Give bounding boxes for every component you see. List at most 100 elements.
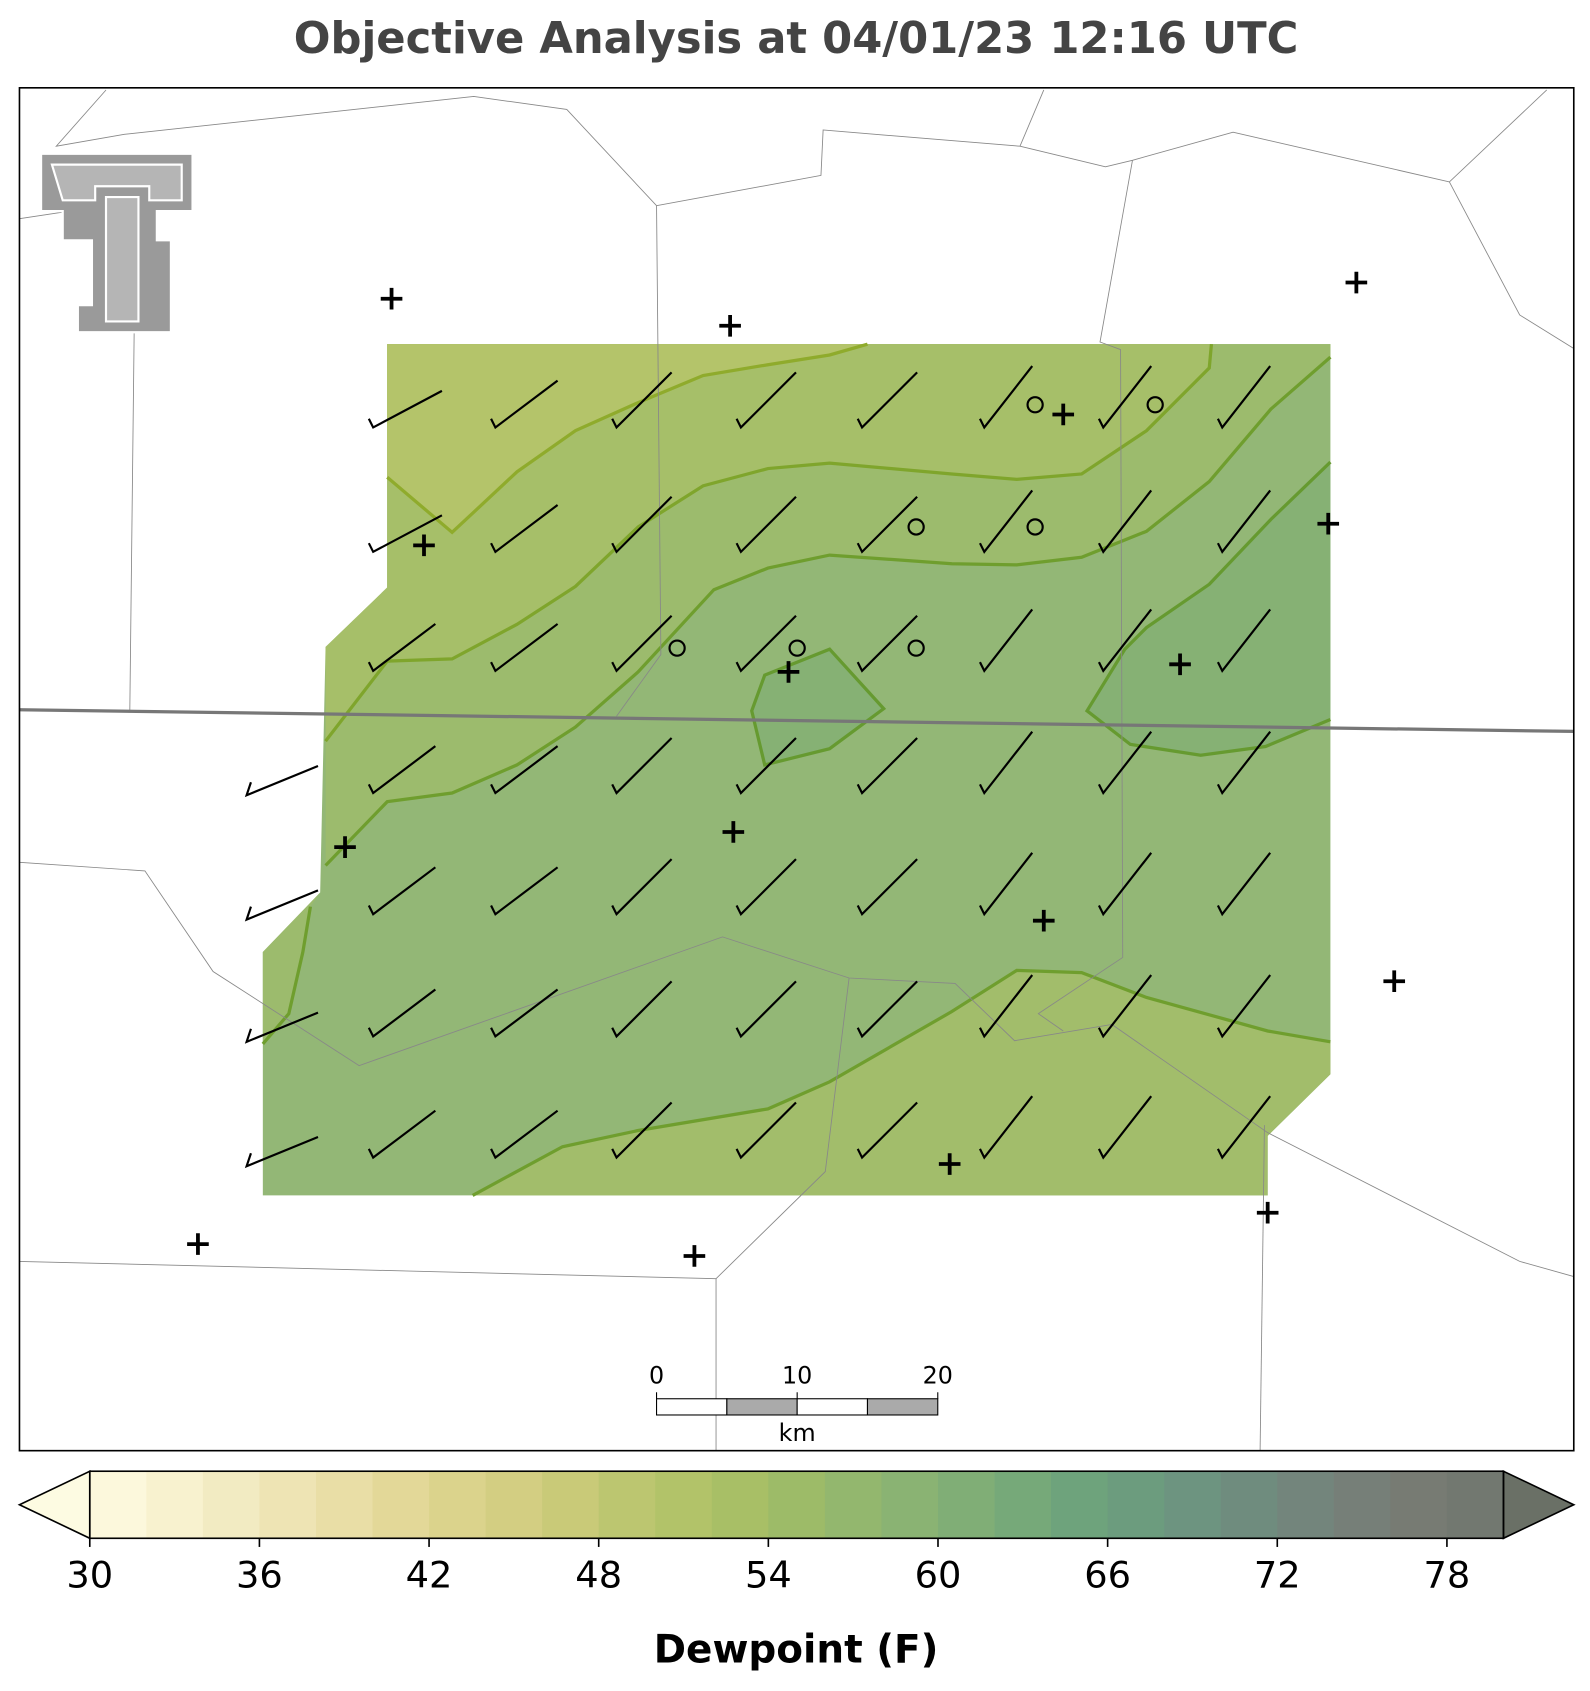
colorbar-bin [1051, 1471, 1109, 1539]
wind-barb [978, 731, 1034, 796]
scale-tick-label: 10 [782, 1362, 812, 1390]
wind-barb [735, 496, 797, 554]
colorbar-bin [711, 1471, 769, 1539]
band [472, 970, 1331, 1196]
colorbar-extend-high [1502, 1469, 1576, 1540]
station-calm [788, 639, 806, 657]
colorbar-tick-label: 66 [1084, 1554, 1131, 1597]
wind-barb [856, 737, 918, 795]
wind-barb [856, 1101, 918, 1160]
colorbar-tick-label: 78 [1424, 1554, 1471, 1597]
contour [386, 342, 868, 535]
wind-barb [611, 737, 673, 795]
wind-barb [490, 988, 559, 1039]
scale-tick-label: 0 [649, 1362, 664, 1390]
county-lines [19, 89, 1575, 1451]
scale-bar: 0 10 20 km [649, 1362, 953, 1447]
station-calm [668, 639, 686, 657]
station-plus [1256, 1201, 1279, 1224]
colorbar-bin [994, 1471, 1052, 1539]
wind-barb [735, 980, 797, 1039]
station-plus [380, 287, 403, 310]
band [387, 344, 868, 533]
wind-barb [490, 504, 559, 554]
wind-barb [490, 745, 559, 795]
station-plus [1383, 970, 1406, 993]
scale-segment [726, 1398, 798, 1416]
colorbar-tick-label: 60 [915, 1554, 962, 1597]
station-plus [683, 1245, 706, 1267]
wind-barb [735, 737, 797, 795]
colorbar-bin [881, 1471, 939, 1539]
wind-barb [1216, 852, 1272, 917]
scale-unit: km [779, 1419, 816, 1447]
state-line [19, 708, 1574, 734]
colorbar-bin [259, 1471, 317, 1539]
station-plus [1345, 271, 1368, 294]
wind-barb [978, 489, 1034, 554]
title: Objective Analysis at 04/01/23 12:16 UTC [294, 14, 1299, 64]
colorbar-extend-low [17, 1469, 91, 1540]
contours [261, 342, 1332, 1197]
station-plus [1169, 653, 1191, 676]
wind-barb [1097, 489, 1153, 554]
colorbar-bin [937, 1471, 996, 1539]
wind-barb [244, 1011, 319, 1044]
wind-barb [1216, 974, 1272, 1039]
station-plus [722, 821, 745, 843]
station-calm [1146, 396, 1164, 414]
wind-barb [1216, 731, 1272, 796]
colorbar-bin [315, 1471, 374, 1539]
colorbar-bin [655, 1471, 713, 1539]
wind-barb [978, 608, 1034, 673]
map [18, 87, 1575, 1452]
colorbar-bin [1390, 1471, 1448, 1539]
wind-barb [367, 988, 437, 1039]
wind-barb [490, 379, 559, 430]
colorbar-bin [768, 1471, 826, 1539]
map-frame [18, 87, 1575, 1452]
wind-barb [367, 866, 437, 916]
wind-barb [611, 496, 673, 554]
band [751, 649, 884, 765]
wind-barb [978, 1095, 1034, 1160]
wind-barb [1216, 365, 1272, 430]
wind-barb [1216, 1095, 1272, 1160]
wind-barb [611, 1101, 673, 1160]
wind-barb [611, 371, 673, 430]
wind-barb [367, 389, 443, 429]
station-plus [1032, 909, 1055, 932]
wind-barb [978, 974, 1034, 1039]
colorbar-bin [1220, 1471, 1278, 1539]
wind-barb [1097, 974, 1153, 1039]
station-plus [413, 534, 435, 557]
colorbar-bin [1277, 1471, 1335, 1539]
wind-barb [490, 623, 559, 673]
wind-barb [1097, 608, 1153, 673]
wind-barb [1216, 608, 1272, 673]
colorbar-bin [598, 1471, 656, 1539]
colorbar-tick-label: 30 [66, 1554, 113, 1597]
wind-barb [367, 623, 437, 673]
wind-barb [1097, 365, 1153, 430]
wind-barb [735, 371, 797, 430]
colorbar-bin [1164, 1471, 1222, 1539]
wind-barb [735, 1101, 797, 1160]
station-plus [1317, 512, 1340, 535]
colorbar-bin [1333, 1471, 1392, 1539]
scale-segment [866, 1398, 939, 1416]
colorbar-frame [88, 1470, 1505, 1540]
colorbar-bin [485, 1471, 543, 1539]
contour [324, 355, 1332, 867]
wind-barb [1097, 731, 1153, 796]
wind-barb [244, 1135, 319, 1169]
station-plus [1052, 403, 1075, 426]
station-plus [334, 836, 356, 858]
wind-barb [856, 496, 918, 554]
wind-barb [367, 745, 437, 795]
station-calm [907, 639, 925, 657]
wind-barb [244, 764, 319, 798]
band [1087, 462, 1331, 756]
colorbar-bin [429, 1471, 487, 1539]
colorbar-tick-label: 48 [575, 1554, 622, 1597]
